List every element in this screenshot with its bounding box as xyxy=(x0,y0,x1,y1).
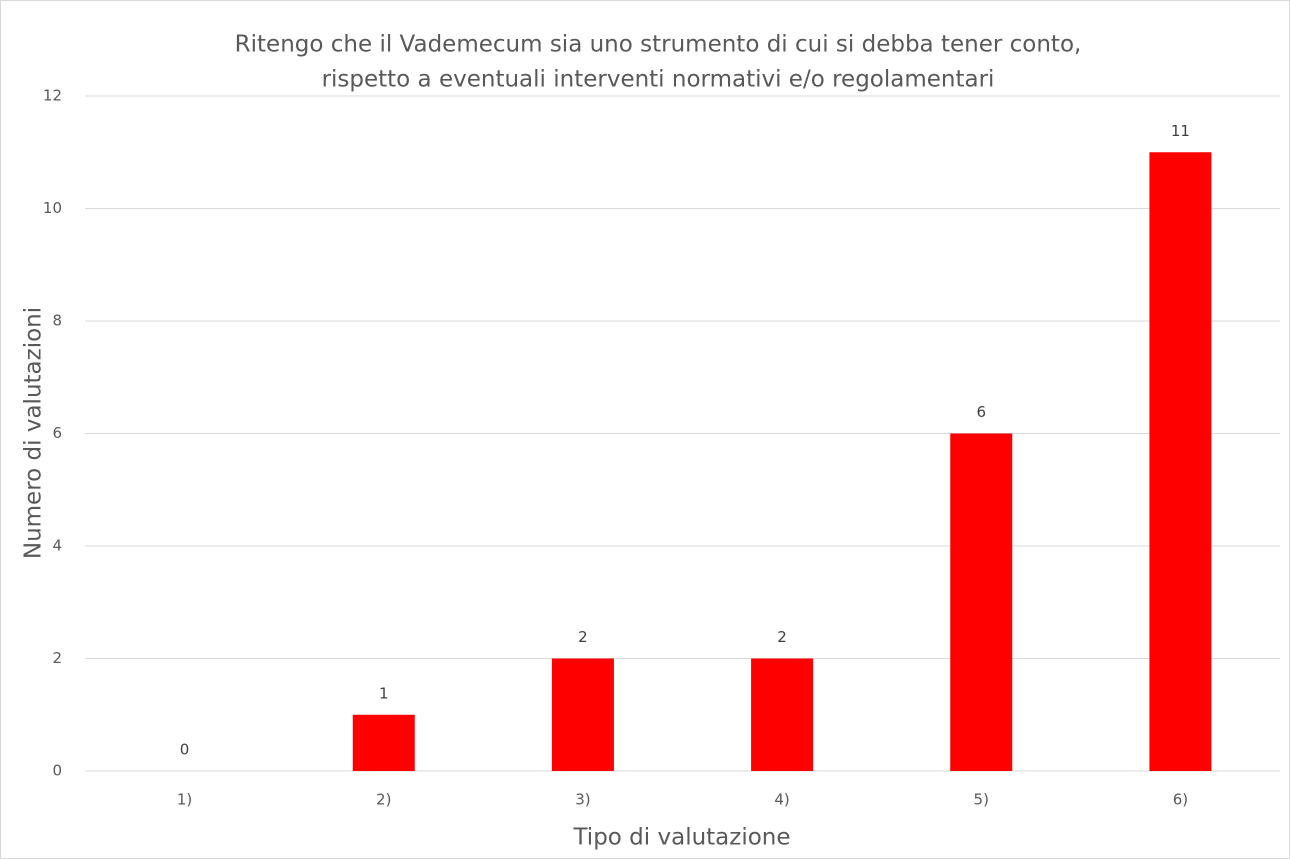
bar xyxy=(352,714,415,771)
x-tick-label: 5) xyxy=(974,791,989,809)
bar xyxy=(751,658,814,771)
data-label: 2 xyxy=(777,628,787,646)
chart-title: Ritengo che il Vademecum sia uno strumen… xyxy=(235,32,1082,58)
data-label: 0 xyxy=(180,741,190,759)
y-tick-label: 6 xyxy=(52,424,62,442)
y-tick-label: 8 xyxy=(52,312,62,330)
data-label: 2 xyxy=(578,628,588,646)
y-tick-label: 4 xyxy=(52,537,62,555)
x-axis-title: Tipo di valutazione xyxy=(572,825,790,851)
y-tick-label: 10 xyxy=(43,199,62,217)
chart-title: rispetto a eventuali interventi normativ… xyxy=(322,67,995,93)
x-tick-label: 4) xyxy=(774,791,789,809)
bar xyxy=(551,658,614,771)
y-axis-title: Numero di valutazioni xyxy=(21,307,47,559)
x-tick-label: 3) xyxy=(575,791,590,809)
data-label: 1 xyxy=(379,684,389,702)
data-label: 11 xyxy=(1171,122,1190,140)
x-tick-label: 2) xyxy=(376,791,391,809)
bar xyxy=(950,433,1013,771)
data-label: 6 xyxy=(976,403,986,421)
bar xyxy=(1149,152,1212,771)
x-tick-label: 1) xyxy=(177,791,192,809)
y-tick-label: 2 xyxy=(52,649,62,667)
y-tick-label: 12 xyxy=(43,87,62,105)
x-tick-label: 6) xyxy=(1173,791,1188,809)
y-tick-label: 0 xyxy=(52,762,62,780)
